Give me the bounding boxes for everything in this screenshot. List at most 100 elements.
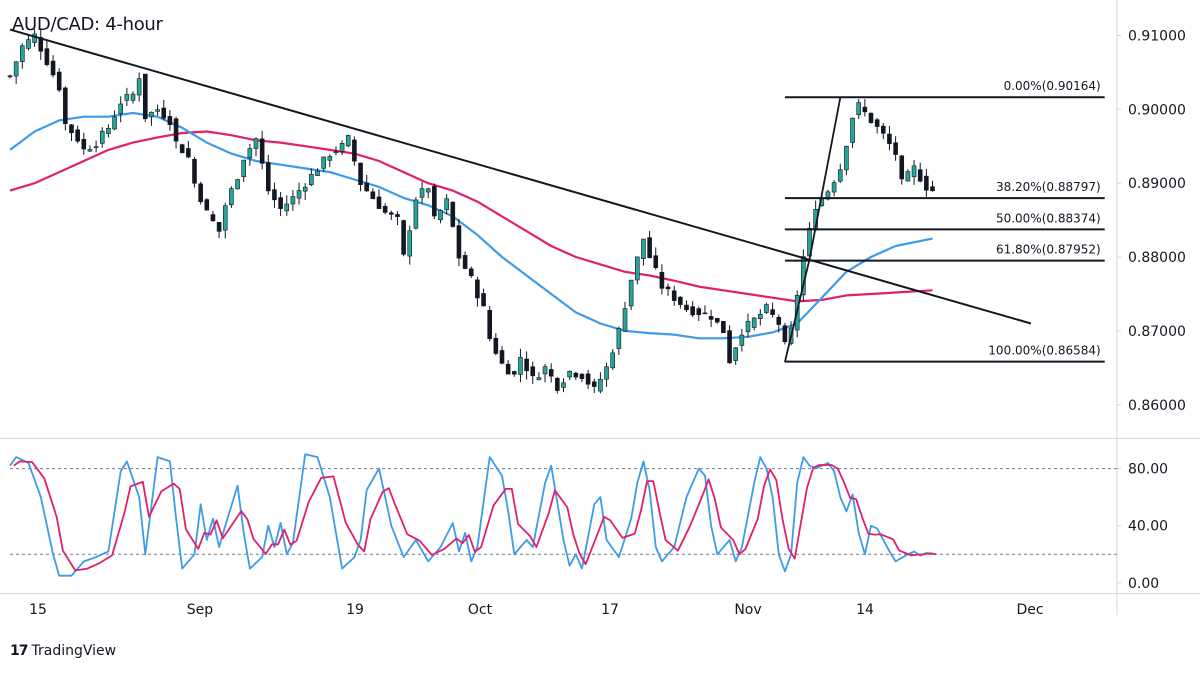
candle <box>99 127 105 148</box>
candle-body <box>893 142 898 155</box>
candle-body <box>874 119 880 127</box>
candle-body <box>911 165 917 178</box>
descending-trendline <box>9 28 1032 325</box>
candle <box>880 122 886 140</box>
candle <box>579 373 585 383</box>
candle <box>542 364 548 383</box>
fib-level: 38.20%(0.88797) <box>784 180 1105 200</box>
candle-body <box>475 279 480 299</box>
candle <box>714 318 720 324</box>
candle-body <box>844 146 849 171</box>
candle-body <box>548 369 554 377</box>
candle <box>665 283 671 296</box>
grid <box>0 0 1200 615</box>
candle-body <box>69 124 74 134</box>
x-tick-label: 17 <box>601 602 619 618</box>
candle-body <box>665 286 671 290</box>
x-tick-label: 15 <box>29 602 47 618</box>
candle <box>388 210 394 220</box>
candle-body <box>222 205 228 231</box>
candle-body <box>511 371 517 375</box>
candle <box>499 346 505 365</box>
y-tick-label: 0.86000 <box>1128 398 1186 414</box>
candle <box>321 156 326 172</box>
candle <box>112 110 117 131</box>
candle-body <box>155 109 160 112</box>
candle <box>548 363 554 383</box>
candle <box>106 124 111 138</box>
candle <box>155 104 160 116</box>
candle <box>727 325 732 364</box>
candle <box>69 124 74 141</box>
candle <box>874 117 880 134</box>
candle <box>850 117 855 148</box>
candle <box>690 301 695 318</box>
x-tick-label: Sep <box>187 602 214 618</box>
candle-body <box>567 370 572 378</box>
y-tick-label: 0.91000 <box>1128 28 1186 44</box>
candle <box>376 189 382 209</box>
candle <box>136 72 142 102</box>
fib-level: 61.80%(0.87952) <box>784 243 1105 262</box>
candle <box>591 378 597 394</box>
candle-body <box>579 373 585 379</box>
fib-level-label: 100.00%(0.86584) <box>988 344 1100 358</box>
candle <box>75 125 80 144</box>
candle-body <box>628 279 634 307</box>
candle <box>425 187 431 199</box>
candle-body <box>561 382 566 388</box>
candle <box>241 159 246 182</box>
tradingview-brand[interactable]: 17 TradingView <box>10 643 116 659</box>
candle-body <box>622 308 628 332</box>
candle-body <box>702 312 708 315</box>
candle-body <box>444 198 449 211</box>
stoch-d-line <box>13 460 937 572</box>
candle <box>118 96 123 123</box>
candle-body <box>143 73 148 120</box>
x-tick-label: 19 <box>346 602 364 618</box>
candle <box>278 191 283 216</box>
candle <box>837 163 843 183</box>
candle <box>530 361 536 384</box>
candle-body <box>198 183 203 203</box>
candle-body <box>721 321 726 334</box>
candle-body <box>253 138 259 149</box>
candle <box>309 168 314 187</box>
candle <box>124 87 130 107</box>
candle <box>776 314 782 333</box>
candle-body <box>192 159 197 184</box>
candle-body <box>733 347 739 361</box>
candle <box>13 61 19 84</box>
candle <box>7 74 13 79</box>
candle-body <box>364 182 370 192</box>
candle <box>899 154 905 185</box>
candle <box>87 145 93 152</box>
candle-body <box>370 191 376 200</box>
candle <box>192 156 197 188</box>
candle <box>173 116 179 149</box>
candle <box>561 378 566 393</box>
candle-body <box>149 111 154 118</box>
x-tick-label: 14 <box>856 602 874 618</box>
candle-body <box>850 117 855 143</box>
candle-body <box>856 102 862 115</box>
x-tick-label: Oct <box>468 602 493 618</box>
candle-body <box>296 190 302 199</box>
candle-body <box>462 255 468 269</box>
candle-body <box>678 296 683 305</box>
fib-level: 100.00%(0.86584) <box>784 344 1105 363</box>
candle <box>130 91 136 104</box>
candle <box>253 137 259 157</box>
candle <box>917 162 923 183</box>
candle <box>444 194 449 215</box>
candle-body <box>739 334 745 346</box>
candle-body <box>899 155 905 180</box>
candle-body <box>130 93 136 101</box>
candle-body <box>708 316 714 320</box>
candle-body <box>868 112 874 123</box>
candles <box>7 28 935 394</box>
candle <box>905 169 911 182</box>
candle-body <box>56 71 62 91</box>
candle <box>696 306 702 322</box>
